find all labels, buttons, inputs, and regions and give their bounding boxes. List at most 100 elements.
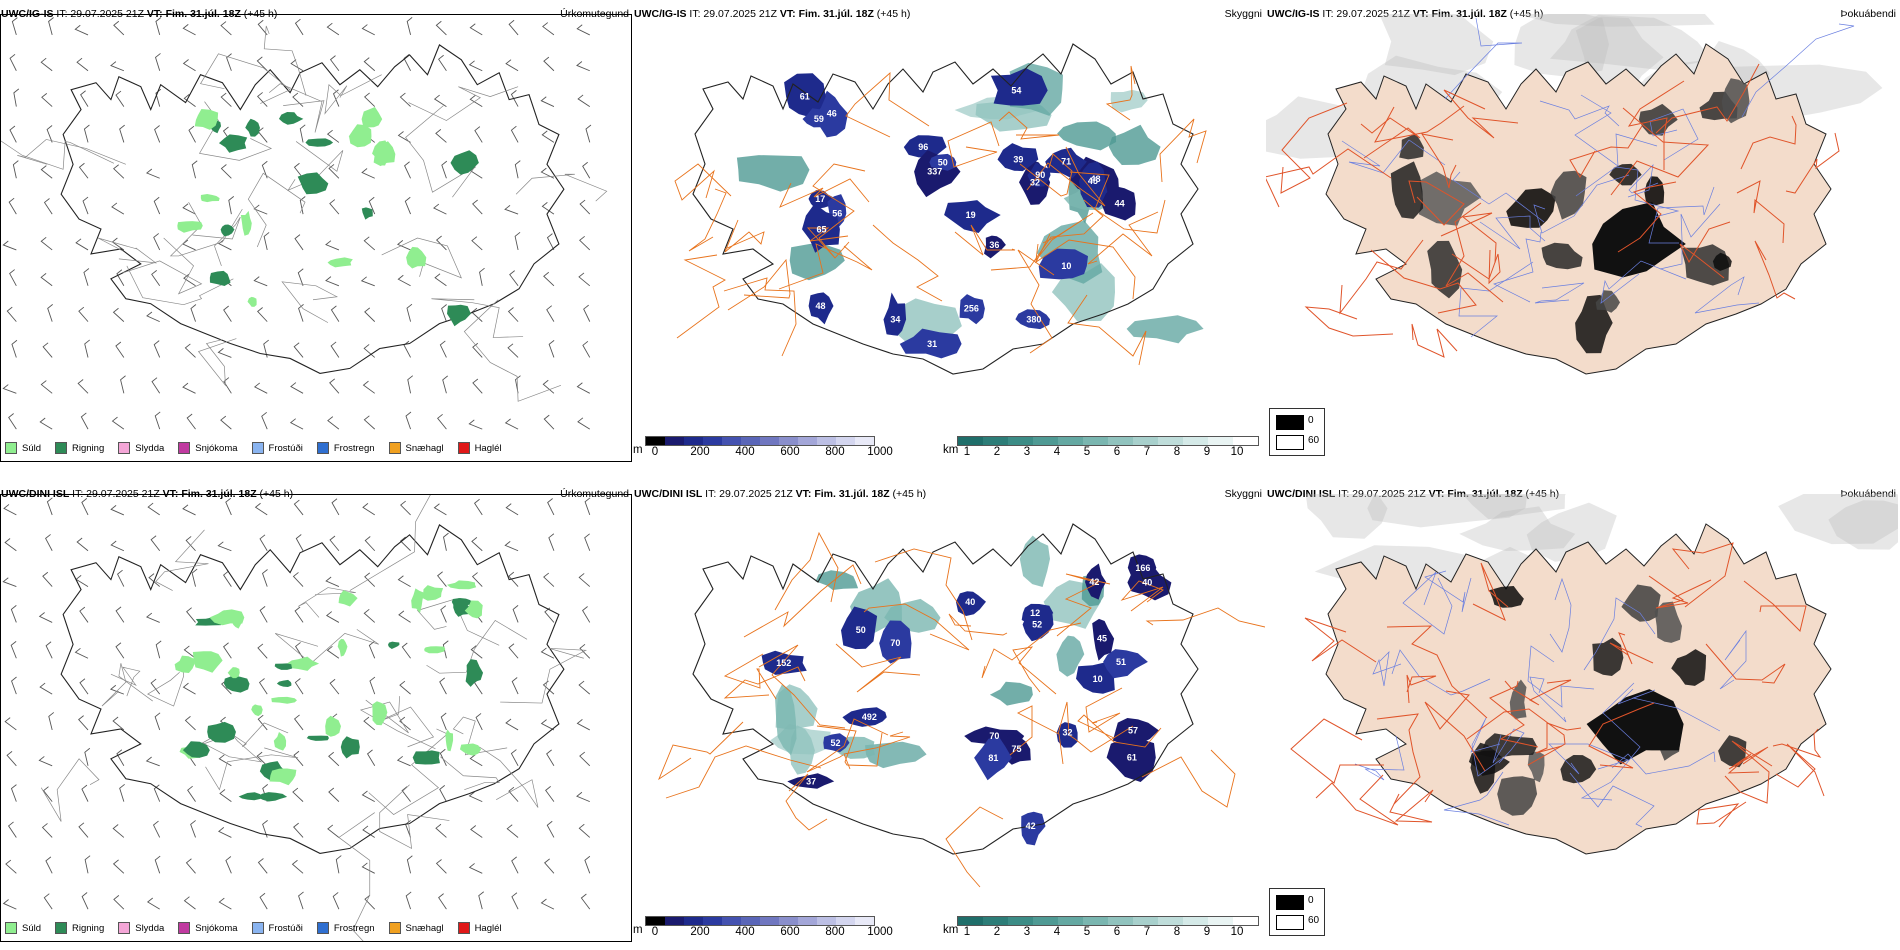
- wind-barb: [469, 94, 483, 107]
- road-line: [863, 603, 970, 651]
- wind-barb: [190, 820, 196, 838]
- legend-label: Súld: [22, 922, 42, 934]
- precip-area: [338, 590, 358, 607]
- wind-barb: [576, 382, 590, 394]
- colorbar-swatch: [1208, 917, 1233, 925]
- wind-barb: [259, 606, 268, 623]
- legend-label: Snjókoma: [195, 922, 238, 934]
- fog-legend-swatch-low: [1276, 435, 1304, 450]
- wind-barb: [299, 196, 306, 215]
- wind-barb: [329, 199, 340, 215]
- colorbar-swatch: [646, 917, 665, 925]
- low-visibility-areas: [770, 535, 1105, 775]
- colorbar-tick: 4: [1053, 446, 1061, 458]
- wind-barb: [7, 821, 17, 838]
- road-line: [147, 664, 184, 707]
- wind-barb: [151, 270, 161, 287]
- cloud-base-label: 45: [1097, 634, 1107, 644]
- road-line: [155, 529, 209, 591]
- visibility-map-canvas: 3802561019484536465417323196903373950444…: [674, 43, 1207, 375]
- low-cloud-area: [984, 235, 1006, 259]
- colorbar-swatch: [1008, 437, 1033, 445]
- fog-panel: UWC/IG-IS IT: 29.07.2025 21Z VT: Fim. 31…: [1266, 0, 1900, 470]
- road-line: [268, 83, 325, 133]
- wind-barb: [468, 863, 483, 874]
- wind-barb: [112, 716, 125, 731]
- wind-barb: [437, 571, 447, 587]
- fog-index-shading: [1390, 78, 1750, 354]
- road-line: [990, 199, 1104, 271]
- visibility-map: 380 256 10 19 48 45 36 46 54 17 32 31 96 90 337 39 50 44 4…: [633, 14, 1265, 462]
- colorbar-swatch: [983, 917, 1008, 925]
- wind-barb: [190, 304, 197, 322]
- wind-barb: [360, 276, 375, 287]
- road-line: [1034, 233, 1136, 300]
- colorbar-swatch: [1233, 917, 1258, 925]
- wind-barb: [115, 341, 125, 358]
- fog-legend-swatch-high: [1276, 895, 1304, 910]
- precip-area: [174, 655, 195, 674]
- low-cloud-area: [761, 650, 807, 675]
- legend-item-snjokoma: Snjókoma: [178, 922, 238, 934]
- wind-barb: [361, 862, 375, 874]
- precip-area: [286, 656, 320, 671]
- colorbar-swatch: [1133, 917, 1158, 925]
- wind-barb: [256, 751, 268, 767]
- model-name: UWC/IG-IS: [1267, 8, 1320, 20]
- colorbar-tick: 1: [963, 926, 971, 938]
- wind-barb: [510, 749, 519, 767]
- model-name: UWC/IG-IS: [634, 8, 687, 20]
- wind-barb: [119, 124, 125, 143]
- cloud-base-label: 70: [989, 731, 999, 741]
- wind-barb: [397, 274, 411, 287]
- wind-barb: [146, 897, 160, 910]
- legend-item-slydda: Slydda: [118, 442, 164, 454]
- road-line: [845, 71, 930, 138]
- wind-barb: [400, 500, 411, 516]
- road-line: [1105, 65, 1136, 121]
- precip-area: [274, 663, 293, 670]
- visibility-area: [736, 155, 810, 192]
- wind-barb: [331, 498, 340, 516]
- wind-barb: [40, 380, 53, 394]
- lead-time: (+45 h): [1509, 8, 1544, 20]
- wind-barb: [257, 307, 268, 322]
- wind-barb: [470, 825, 483, 838]
- wind-barb: [329, 678, 340, 695]
- wind-barb: [8, 413, 17, 430]
- wind-barb: [145, 612, 160, 623]
- wind-barb: [82, 196, 89, 215]
- road-line: [1655, 63, 1760, 134]
- low-cloud-area: [802, 108, 837, 128]
- wind-barb: [439, 677, 447, 695]
- wind-barb: [220, 164, 232, 179]
- wind-barb: [223, 377, 232, 394]
- fog-area: [1671, 649, 1707, 686]
- wind-barb: [504, 204, 519, 215]
- wind-barb: [84, 855, 91, 874]
- wind-barb: [183, 645, 196, 659]
- legend-item-sudl: Súld: [5, 922, 41, 934]
- colorbar-tick: 8: [1173, 926, 1181, 938]
- wind-barb: [113, 895, 125, 910]
- colorbar-tick: 10: [1230, 446, 1244, 458]
- cloud-base-label: 10: [1093, 674, 1103, 684]
- wind-barb: [2, 899, 17, 910]
- wind-barb: [110, 505, 125, 516]
- visibility-area: [1057, 121, 1117, 151]
- wind-barb: [9, 53, 17, 71]
- visibility-map-canvas: 152 492 45 57 70 10 42 75 70 166 42 40 81 61 52 51 12 37 5…: [658, 523, 1265, 888]
- legend-label: Frostregn: [333, 442, 375, 454]
- wind-barb: [396, 755, 411, 767]
- wind-barb: [326, 129, 340, 143]
- road-line: [199, 53, 291, 104]
- wind-barb: [507, 343, 519, 358]
- wind-barb: [361, 790, 375, 803]
- precip-area: [387, 641, 400, 650]
- road-line: [1533, 174, 1630, 234]
- road-line: [1743, 580, 1807, 632]
- wind-barb: [548, 533, 555, 551]
- wind-barb: [505, 59, 519, 72]
- legend-item-haglel: Haglél: [457, 922, 502, 934]
- init-time: IT: 29.07.2025 21Z: [705, 488, 793, 500]
